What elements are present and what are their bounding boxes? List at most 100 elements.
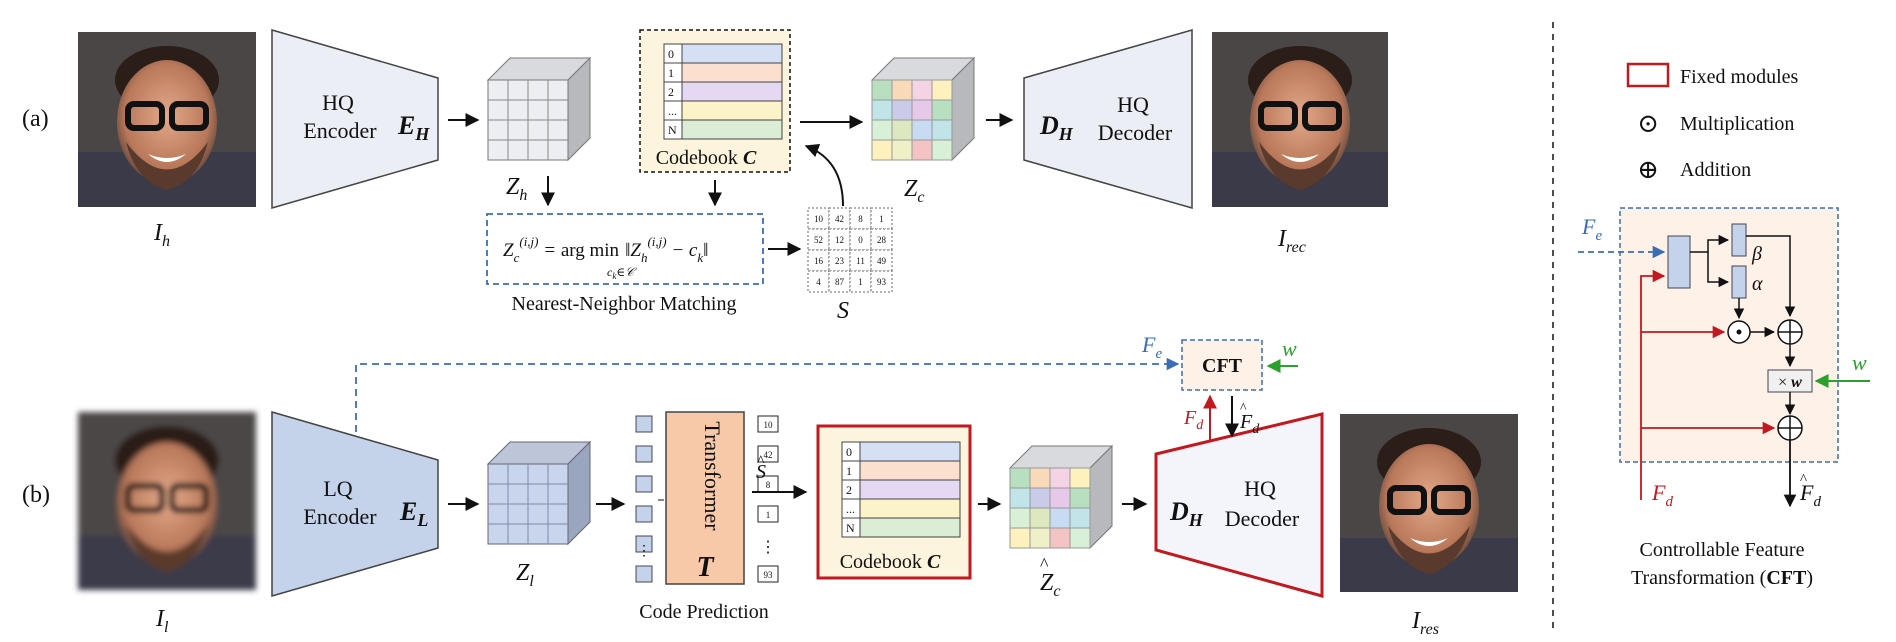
cft-alpha-block (1731, 265, 1747, 299)
cube-cell (891, 79, 913, 101)
cft-beta-to-add (1746, 235, 1796, 318)
pred-code-value: 42 (764, 450, 773, 460)
zc-hat-caret: ^ (1040, 554, 1049, 574)
s-grid-value: 1 (879, 214, 884, 224)
cft-box (1181, 339, 1263, 391)
s-grid-value: 4 (816, 277, 821, 287)
cube-cell (1029, 507, 1051, 529)
cube-cell (931, 99, 953, 121)
zh-cube (486, 56, 592, 162)
codebook-index-label: N (668, 123, 677, 137)
fe-label-b: Fe (1141, 332, 1162, 362)
hq-input-photo (78, 32, 256, 207)
cft-beta: β (1751, 243, 1762, 265)
s-label: S (837, 298, 849, 324)
fixed-modules-swatch (1626, 62, 1670, 88)
codebook-vector (859, 517, 961, 538)
s-hat-label: S (756, 461, 766, 483)
token-column: ⋮ (635, 415, 653, 583)
s-grid-cell (849, 270, 872, 293)
s-grid-value: 23 (835, 256, 845, 266)
codebook-vector (859, 460, 961, 481)
lq-encoder (271, 411, 439, 597)
zl-cube (486, 440, 592, 546)
transformer-symbol: T (696, 552, 715, 583)
s-grid-value: 12 (835, 235, 844, 245)
cft-alpha: α (1752, 273, 1763, 295)
pred-code-value: 93 (764, 570, 774, 580)
cube-cell (871, 99, 893, 121)
cube-cell (911, 119, 933, 141)
multiplication-icon: ⊙ (1637, 109, 1659, 138)
codebook-vector (681, 81, 783, 102)
rec-output-photo (1212, 32, 1388, 207)
cube-cell (871, 79, 893, 101)
pred-code-box (757, 505, 779, 523)
s-grid-value: 0 (858, 235, 863, 245)
codebook-index-label: N (846, 521, 855, 535)
lq-encoder-line1: LQ (323, 476, 352, 501)
zc-hat-cube (1008, 444, 1114, 550)
pred-code-box (757, 565, 779, 583)
codebook-index-label: ... (846, 502, 855, 516)
codebook-index-label: 1 (846, 464, 852, 478)
hq-decoder-b (1154, 412, 1324, 598)
cube-cell (1049, 487, 1071, 509)
cft-fd-label: Fd (1651, 480, 1673, 510)
cube-cell (931, 119, 953, 141)
cube-cell (1069, 527, 1091, 549)
codebook-vector (859, 479, 961, 500)
addition-icon: ⊕ (1637, 155, 1659, 184)
hq-decoder-a-line2: Decoder (1098, 120, 1173, 145)
s-grid-value: 1 (858, 277, 863, 287)
svg-text:⋮: ⋮ (637, 544, 651, 559)
cube-cell (891, 119, 913, 141)
cube-cell (1049, 507, 1071, 529)
transformer-label: Transformer (700, 421, 725, 531)
cube-cell (871, 139, 893, 161)
hq-encoder (271, 29, 439, 209)
fd-hat-label-b: Fd (1239, 411, 1260, 437)
nn-matching-box (486, 213, 764, 285)
cube-cell (1069, 487, 1091, 509)
s-grid-cell (807, 270, 830, 293)
hq-decoder-a-line1: HQ (1117, 92, 1149, 117)
s-grid-value: 52 (814, 235, 823, 245)
s-grid-value: 49 (877, 256, 887, 266)
fd-label-b: Fd (1183, 407, 1204, 433)
hq-encoder-symbol: EH (397, 111, 430, 144)
s-grid-value: 8 (858, 214, 863, 224)
ires-label: Ires (1411, 608, 1439, 638)
lq-encoder-symbol: EL (399, 497, 428, 530)
hq-decoder-a-symbol: DH (1039, 111, 1074, 144)
lq-encoder-line2: Encoder (303, 504, 377, 529)
hq-decoder-a (1023, 29, 1193, 209)
zc-hat-label: Zc (1040, 570, 1060, 600)
zl-label: Zl (516, 560, 534, 590)
cube-cell (1029, 467, 1051, 489)
cft-caption-line2: Transformation (CFT) (1631, 567, 1813, 589)
s-grid-value: 87 (835, 277, 845, 287)
codebook-b-label: Codebook C (840, 551, 941, 573)
cube-cell (931, 79, 953, 101)
s-grid-cell (828, 270, 851, 293)
legend-fixed: Fixed modules (1680, 66, 1799, 88)
hq-decoder-b-line2: Decoder (1225, 506, 1300, 531)
cft-fd-hat-caret: ^ (1800, 472, 1807, 488)
s-grid-value: 93 (877, 277, 887, 287)
codebook-index-label: 2 (668, 85, 674, 99)
cube-cell (871, 119, 893, 141)
pred-codes: 10 42 8 1 ⋮ 93 (757, 415, 779, 583)
cube-cell (1009, 527, 1031, 549)
cft-branch-alpha (1707, 252, 1730, 288)
codebook-vector (681, 62, 783, 83)
irec-label: Irec (1277, 226, 1306, 256)
pred-code-value: 1 (766, 510, 771, 520)
cft-w-label: w (1852, 350, 1867, 375)
codebook-index-label: 2 (846, 483, 852, 497)
cube-cell (1009, 487, 1031, 509)
cube-cell (1009, 467, 1031, 489)
res-output-photo (1340, 414, 1518, 592)
cube-cell (1049, 527, 1071, 549)
